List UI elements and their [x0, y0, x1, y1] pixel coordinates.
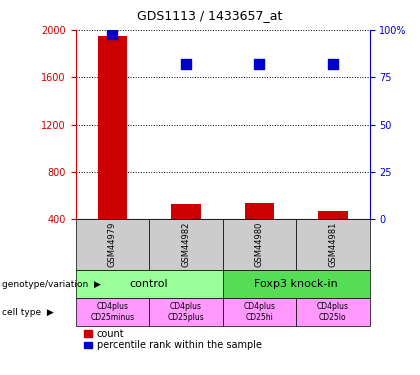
Point	[109, 31, 116, 37]
Text: GSM44980: GSM44980	[255, 222, 264, 267]
Point	[256, 61, 263, 67]
Bar	[97, 36, 127, 219]
Bar	[84, 330, 92, 337]
Text: CD4plus
CD25minus: CD4plus CD25minus	[90, 303, 134, 322]
Text: cell type  ▶: cell type ▶	[2, 308, 54, 316]
Text: GSM44981: GSM44981	[328, 222, 337, 267]
Text: genotype/variation  ▶: genotype/variation ▶	[2, 280, 101, 289]
Point	[182, 61, 189, 67]
Text: CD4plus
CD25plus: CD4plus CD25plus	[168, 303, 204, 322]
Text: Foxp3 knock-in: Foxp3 knock-in	[254, 279, 338, 289]
Text: count: count	[97, 329, 124, 339]
Bar	[318, 211, 348, 219]
Text: percentile rank within the sample: percentile rank within the sample	[97, 340, 262, 350]
Text: control: control	[130, 279, 168, 289]
Bar	[84, 342, 92, 348]
Bar	[244, 203, 274, 219]
Text: GDS1113 / 1433657_at: GDS1113 / 1433657_at	[137, 9, 283, 22]
Text: CD4plus
CD25hi: CD4plus CD25hi	[243, 303, 276, 322]
Bar	[171, 204, 201, 219]
Point	[330, 61, 336, 67]
Text: GSM44979: GSM44979	[108, 222, 117, 267]
Text: CD4plus
CD25lo: CD4plus CD25lo	[317, 303, 349, 322]
Text: GSM44982: GSM44982	[181, 222, 190, 267]
